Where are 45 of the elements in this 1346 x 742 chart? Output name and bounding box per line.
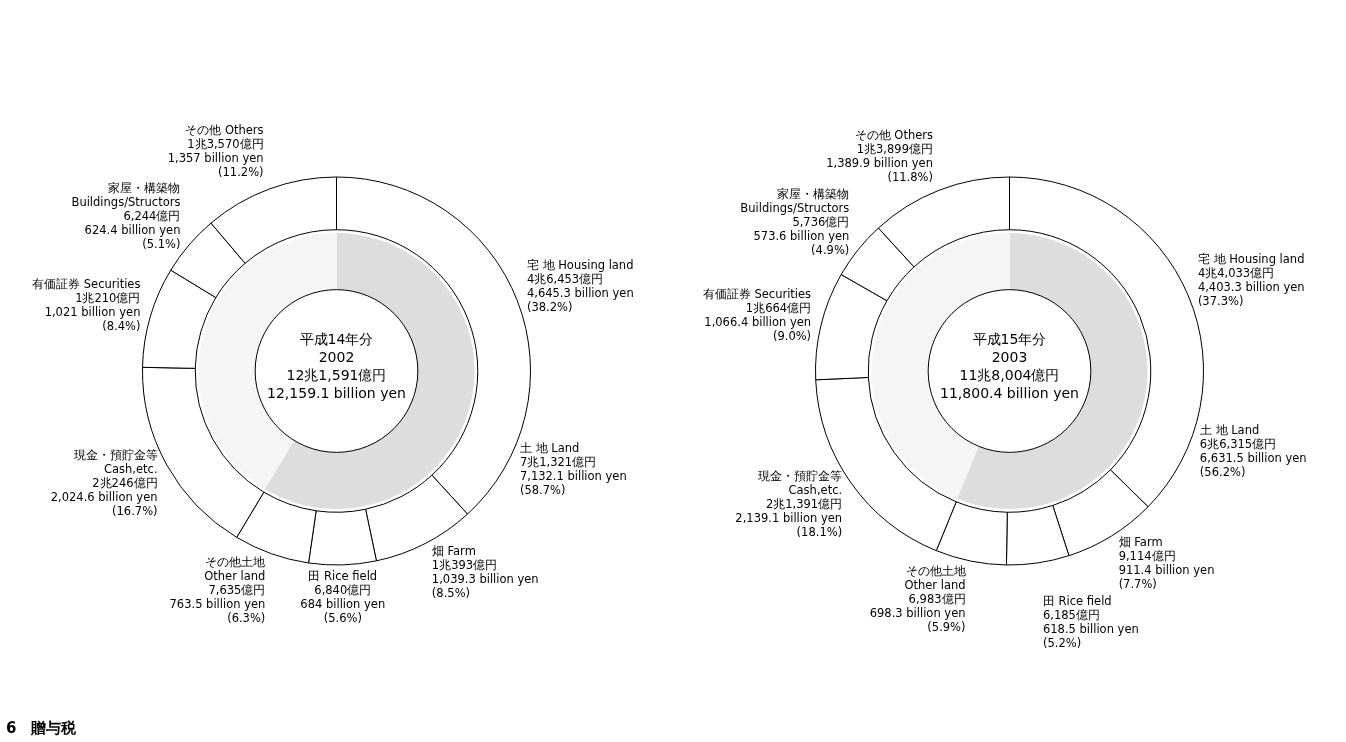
- slice-label: 家屋・構築物 Buildings/Structors: [740, 186, 850, 215]
- slice-label: 土 地 Land: [519, 441, 580, 456]
- slice-label: 家屋・構築物 Buildings/Structors: [71, 181, 181, 210]
- slice-label: 畑 Farm: [431, 543, 476, 558]
- data-label: 2兆246億円 2,024.6 billion yen (16.7%): [50, 475, 158, 518]
- text: 2003: [991, 348, 1028, 365]
- data-label: 1兆3,899億円 1,389.9 billion yen (11.8%): [826, 142, 933, 185]
- text: 11兆8,004億円: [959, 366, 1060, 383]
- slice-label: 現金・預貯金等 Cash,etc.: [73, 447, 158, 476]
- text: 12兆1,591億円: [286, 366, 387, 383]
- text: 平成15年分: [972, 330, 1047, 347]
- slice-label: 宅 地 Housing land: [526, 258, 634, 273]
- data-label: 7兆1,321億円 7,132.1 billion yen (58.7%): [519, 455, 627, 498]
- data-label: 1兆210億円 1,021 billion yen (8.4%): [44, 291, 141, 334]
- slice-label: 田 Rice field: [1042, 594, 1112, 609]
- data-label: 6,185億円 618.5 billion yen (5.2%): [1042, 608, 1139, 651]
- slice-label: 畑 Farm: [1118, 534, 1163, 549]
- slice-label: 土 地 Land: [1199, 423, 1260, 438]
- slice-label: 有価証券 Securities: [702, 287, 812, 302]
- data-label: 1兆3,570億円 1,357 billion yen (11.2%): [167, 136, 264, 179]
- slice-label: その他 Others: [185, 122, 264, 137]
- data-label: 7,635億円 763.5 billion yen (6.3%): [169, 583, 266, 626]
- text: 6 贈与税: [6, 719, 77, 738]
- slice-label: 現金・預貯金等 Cash,etc.: [758, 469, 843, 498]
- data-label: 4兆6,453億円 4,645.3 billion yen (38.2%): [526, 272, 634, 315]
- data-label: 9,114億円 911.4 billion yen (7.7%): [1118, 548, 1215, 591]
- slice-label: その他土地 Other land: [904, 563, 966, 592]
- slice-label: 田 Rice field: [308, 568, 378, 583]
- data-label: 6,840億円 684 billion yen (5.6%): [300, 582, 386, 625]
- slice-label: 宅 地 Housing land: [1197, 252, 1305, 267]
- data-label: 1兆393億円 1,039.3 billion yen (8.5%): [431, 557, 539, 600]
- data-label: 6兆6,315億円 6,631.5 billion yen (56.2%): [1199, 437, 1307, 480]
- data-label: 6,244億円 624.4 billion yen (5.1%): [84, 209, 181, 252]
- data-label: 4兆4,033億円 4,403.3 billion yen (37.3%): [1197, 266, 1305, 309]
- slice-label: その他 Others: [854, 128, 933, 143]
- text: 11,800.4 billion yen: [940, 384, 1079, 401]
- text: 12,159.1 billion yen: [267, 384, 406, 401]
- slice-label: 有価証券 Securities: [32, 277, 141, 292]
- data-label: 1兆664億円 1,066.4 billion yen (9.0%): [704, 301, 812, 344]
- data-label: 6,983億円 698.3 billion yen (5.9%): [869, 591, 966, 634]
- text: 2002: [318, 348, 355, 365]
- data-label: 2兆1,391億円 2,139.1 billion yen (18.1%): [735, 497, 843, 540]
- slice-label: その他土地 Other land: [204, 555, 266, 584]
- data-label: 5,736億円 573.6 billion yen (4.9%): [753, 214, 850, 257]
- text: 平成14年分: [299, 330, 374, 347]
